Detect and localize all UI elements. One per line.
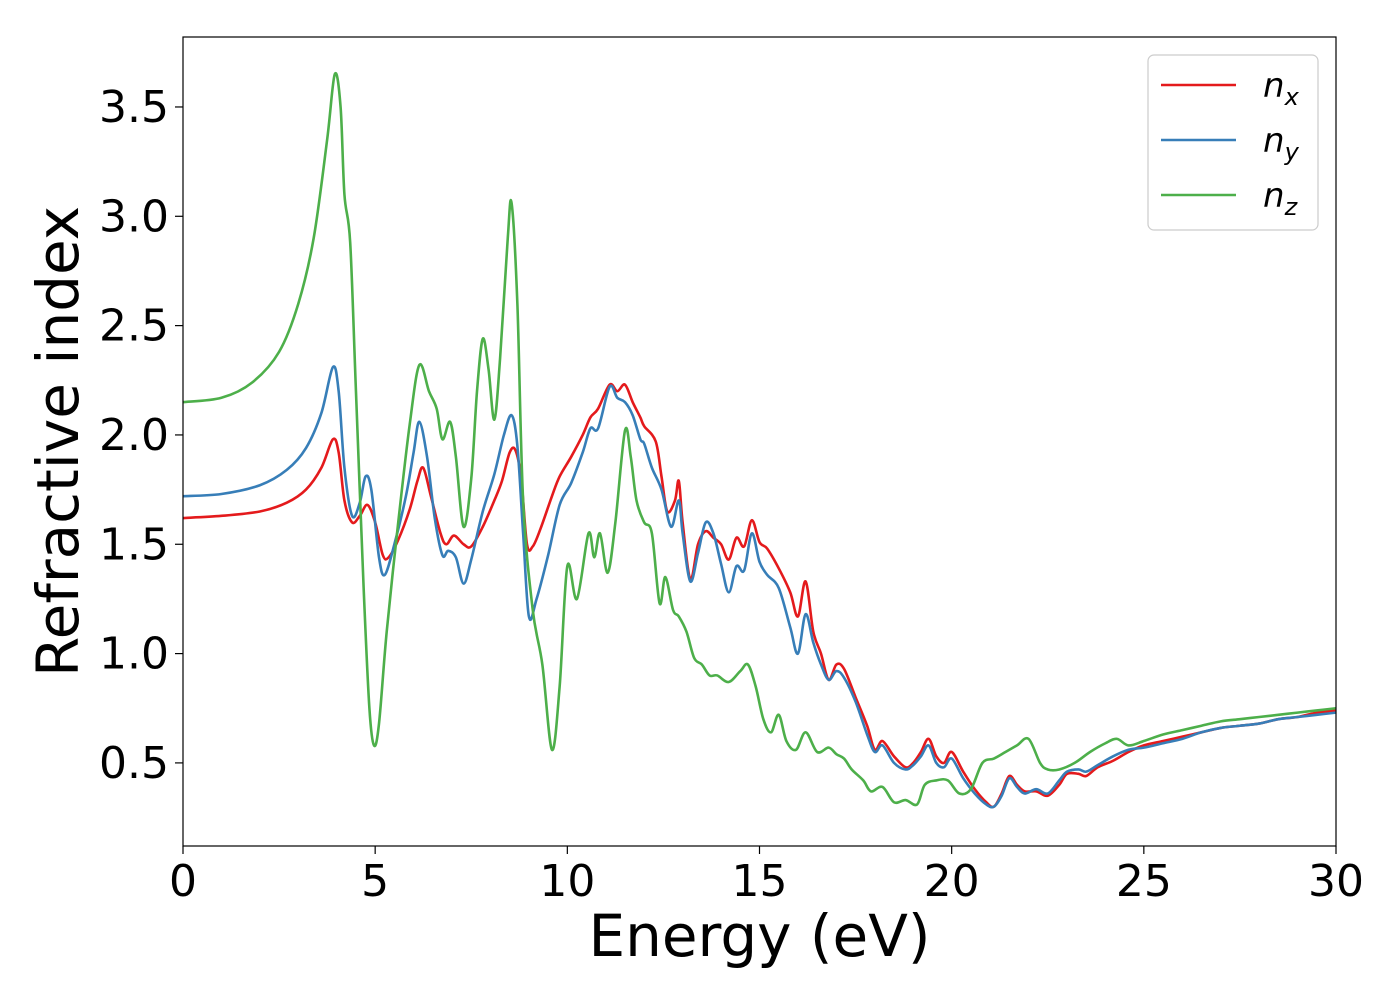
series-line-ny xyxy=(183,365,1336,809)
y-tick-label: 3.5 xyxy=(99,82,169,133)
x-tick-label: 20 xyxy=(924,856,980,907)
legend-label-ny: ny xyxy=(1263,121,1300,166)
legend-label-nx: nx xyxy=(1263,66,1300,111)
x-tick-label: 15 xyxy=(732,856,788,907)
y-tick-label: 2.0 xyxy=(99,410,169,461)
x-tick-label: 5 xyxy=(361,856,389,907)
x-tick-label: 0 xyxy=(169,856,197,907)
series-layer xyxy=(183,71,1336,809)
x-axis-ticks: 0 5 10 15 20 25 30 xyxy=(169,846,1364,907)
x-tick-label: 25 xyxy=(1116,856,1172,907)
x-tick-label: 30 xyxy=(1308,856,1364,907)
series-line-nx xyxy=(183,382,1336,809)
y-tick-label: 3.0 xyxy=(99,191,169,242)
y-tick-label: 0.5 xyxy=(99,738,169,789)
series-line-nz xyxy=(183,71,1336,807)
y-tick-label: 1.5 xyxy=(99,519,169,570)
y-axis-ticks: 0.5 1.0 1.5 2.0 2.5 3.0 3.5 xyxy=(99,82,183,789)
legend-box xyxy=(1147,54,1319,231)
y-axis-title: Refractive index xyxy=(24,206,92,677)
x-tick-label: 10 xyxy=(539,856,595,907)
y-tick-label: 1.0 xyxy=(99,629,169,680)
y-tick-label: 2.5 xyxy=(99,301,169,352)
x-axis-title: Energy (eV) xyxy=(588,902,930,970)
legend-label-nz: nz xyxy=(1263,176,1299,221)
legend: nx ny nz xyxy=(1147,54,1319,231)
